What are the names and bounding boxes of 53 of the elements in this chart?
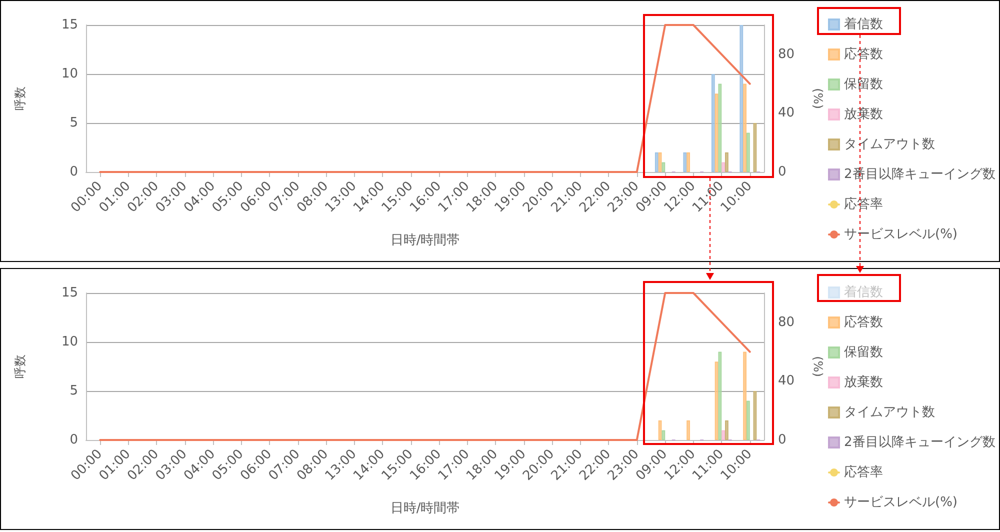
legend-label: 応答率	[844, 464, 883, 480]
legend-label: 放棄数	[844, 374, 883, 390]
bar	[686, 152, 690, 172]
y2-axis-title: (%)	[811, 88, 825, 109]
y2-tick-label: 40	[778, 374, 795, 389]
y-tick-label: 15	[61, 286, 78, 300]
legend-label: 応答数	[844, 314, 883, 330]
bar	[725, 152, 728, 172]
y2-axis-title: (%)	[811, 356, 825, 377]
bar	[740, 25, 744, 172]
legend-label: サービスレベル(%)	[844, 495, 958, 510]
bar	[725, 420, 728, 440]
bar	[746, 400, 750, 440]
legend-label: 保留数	[844, 345, 883, 360]
bar	[683, 152, 687, 172]
legend-label: 2番目以降キューイング数	[844, 435, 996, 450]
y-tick-label: 5	[70, 116, 78, 130]
y2-tick-label: 80	[778, 314, 795, 330]
legend-label: 着信数	[844, 16, 883, 32]
y-axis-title: 呼数	[13, 86, 27, 110]
legend-label: タイムアウト数	[844, 405, 935, 420]
bar	[718, 352, 722, 440]
legend-label: 2番目以降キューイング数	[844, 167, 996, 182]
bar	[718, 84, 722, 172]
x-axis-title: 日時/時間帯	[390, 501, 460, 516]
y2-tick-label: 80	[778, 46, 795, 62]
legend-label: サービスレベル(%)	[844, 227, 958, 242]
y-tick-label: 0	[70, 432, 78, 448]
bar	[662, 430, 666, 440]
bar	[722, 162, 726, 172]
y-tick-label: 0	[70, 164, 78, 180]
bar	[743, 84, 746, 172]
line-series	[99, 292, 751, 441]
y2-tick-label: 0	[778, 432, 786, 448]
legend-label: 放棄数	[844, 106, 883, 122]
bar	[711, 74, 715, 172]
y-tick-label: 5	[70, 384, 78, 398]
bar	[686, 420, 690, 440]
y-tick-label: 10	[61, 334, 78, 350]
y-axis-title: 呼数	[13, 354, 27, 378]
legend-label: 着信数	[844, 284, 883, 300]
y2-tick-label: 0	[778, 164, 786, 180]
x-axis-title: 日時/時間帯	[390, 233, 460, 248]
bar	[746, 132, 750, 172]
legend-label: 保留数	[844, 77, 883, 92]
bar	[743, 352, 746, 440]
y-tick-label: 15	[61, 18, 78, 32]
bar	[662, 162, 666, 172]
bar	[722, 430, 726, 440]
bar	[654, 152, 658, 172]
y-tick-label: 10	[61, 66, 78, 82]
line-series	[99, 24, 751, 173]
y2-tick-label: 40	[778, 106, 795, 121]
